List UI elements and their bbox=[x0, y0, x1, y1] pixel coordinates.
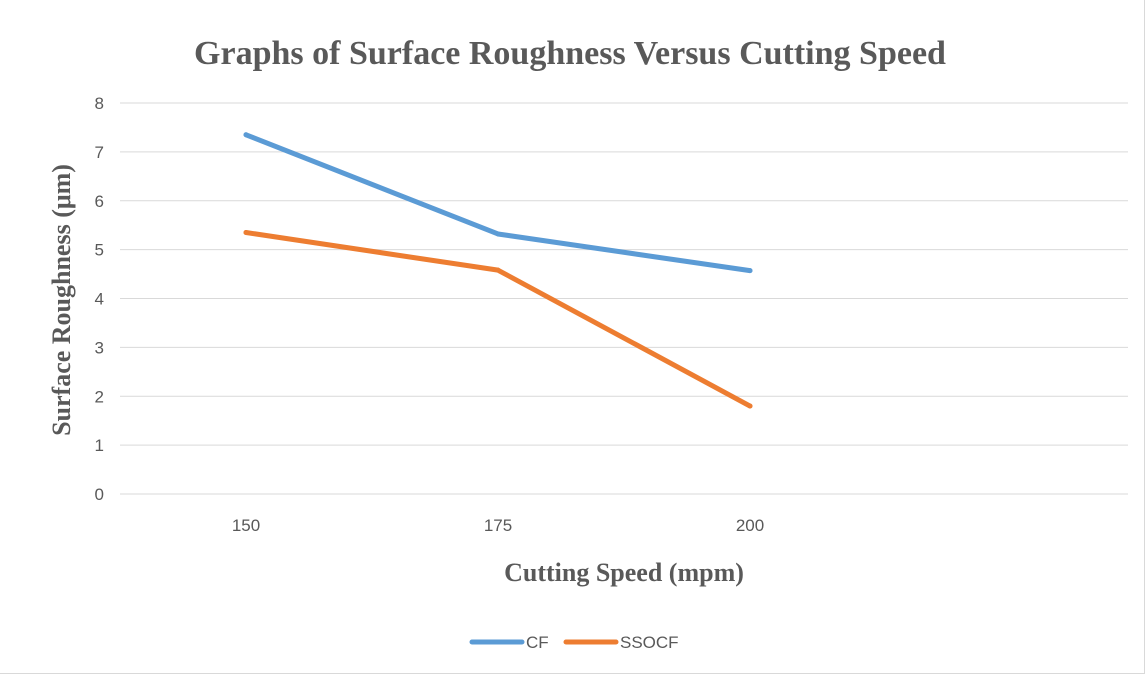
data-point-cf bbox=[243, 132, 249, 138]
legend-item-ssocf: SSOCF bbox=[563, 633, 679, 652]
legend-label: SSOCF bbox=[620, 633, 679, 652]
data-point-cf bbox=[495, 231, 501, 237]
x-tick-labels: 150 175 200 bbox=[232, 516, 764, 535]
data-point-cf bbox=[747, 268, 753, 274]
x-axis-title: Cutting Speed (mpm) bbox=[504, 558, 744, 587]
y-tick-label: 7 bbox=[95, 143, 104, 162]
data-point-ssocf bbox=[495, 267, 501, 273]
y-tick-label: 1 bbox=[95, 436, 104, 455]
data-point-ssocf bbox=[243, 230, 249, 236]
y-tick-label: 8 bbox=[95, 94, 104, 113]
y-tick-label: 4 bbox=[95, 290, 104, 309]
data-point-ssocf bbox=[747, 403, 753, 409]
y-axis-title: Surface Roughness (μm) bbox=[47, 164, 76, 436]
x-tick-label: 200 bbox=[736, 516, 764, 535]
series-lines bbox=[243, 132, 753, 409]
series-line-cf bbox=[243, 132, 753, 274]
y-tick-labels: 0 1 2 3 4 5 6 7 8 bbox=[95, 94, 104, 504]
chart-title: Graphs of Surface Roughness Versus Cutti… bbox=[194, 35, 946, 72]
legend-label: CF bbox=[526, 633, 549, 652]
legend-item-cf: CF bbox=[469, 633, 549, 652]
y-tick-label: 6 bbox=[95, 192, 104, 211]
y-tick-label: 2 bbox=[95, 387, 104, 406]
x-tick-label: 150 bbox=[232, 516, 260, 535]
y-tick-label: 5 bbox=[95, 241, 104, 260]
legend: CF SSOCF bbox=[469, 633, 679, 652]
y-tick-label: 0 bbox=[95, 485, 104, 504]
x-tick-label: 175 bbox=[484, 516, 512, 535]
y-tick-label: 3 bbox=[95, 338, 104, 357]
gridlines bbox=[120, 102, 1128, 495]
